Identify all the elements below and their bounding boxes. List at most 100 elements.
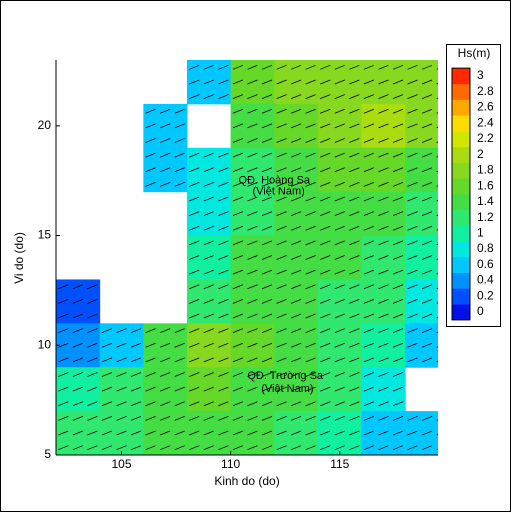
direction-arrow <box>305 196 316 202</box>
direction-arrow <box>159 372 171 377</box>
direction-arrow <box>247 255 258 260</box>
direction-arrow <box>247 357 258 363</box>
direction-arrow <box>378 372 389 377</box>
direction-arrow <box>320 416 331 421</box>
direction-arrow <box>290 255 302 260</box>
direction-arrow <box>276 240 287 246</box>
direction-arrow <box>145 416 156 421</box>
direction-arrow <box>305 240 316 246</box>
direction-arrow <box>363 225 375 231</box>
direction-arrow <box>320 94 331 99</box>
direction-arrow <box>320 152 331 158</box>
direction-arrow <box>232 372 244 377</box>
y-tick-label: 15 <box>38 228 52 242</box>
direction-arrow <box>421 240 433 246</box>
direction-arrow <box>407 94 418 99</box>
direction-arrow <box>130 372 142 377</box>
direction-arrow <box>87 313 98 319</box>
direction-arrow <box>174 152 185 158</box>
direction-arrow <box>232 255 244 260</box>
direction-arrow <box>101 386 113 392</box>
direction-arrow <box>72 386 83 392</box>
direction-arrow <box>72 284 83 290</box>
direction-arrow <box>58 386 69 392</box>
direction-arrow <box>189 64 200 70</box>
direction-arrow <box>305 211 316 216</box>
direction-arrow <box>232 401 244 407</box>
direction-arrow <box>334 284 345 290</box>
direction-arrow <box>189 181 200 187</box>
direction-arrow <box>349 152 360 158</box>
colorbar-swatch <box>452 146 470 163</box>
direction-arrow <box>203 64 214 70</box>
direction-arrow <box>145 167 156 173</box>
y-tick-label: 5 <box>44 447 51 461</box>
direction-arrow <box>261 269 273 275</box>
direction-arrow <box>421 328 433 334</box>
direction-arrow <box>305 269 316 275</box>
direction-arrow <box>334 313 345 319</box>
direction-arrow <box>232 94 244 99</box>
direction-arrow <box>421 284 433 290</box>
direction-arrow <box>145 342 156 348</box>
direction-arrow <box>232 357 244 363</box>
direction-arrow <box>232 313 244 319</box>
direction-arrow <box>145 430 156 436</box>
direction-arrow <box>247 196 258 202</box>
direction-arrow <box>421 211 433 216</box>
direction-arrow <box>203 357 214 363</box>
direction-arrow <box>189 269 200 275</box>
direction-arrow <box>261 342 273 348</box>
direction-arrow <box>334 152 345 158</box>
direction-arrow <box>130 342 142 348</box>
direction-arrow <box>189 255 200 260</box>
direction-arrow <box>363 123 375 129</box>
direction-arrow <box>392 167 404 173</box>
direction-arrow <box>159 445 171 451</box>
direction-arrow <box>261 284 273 290</box>
colorbar-outline <box>451 67 471 321</box>
direction-arrow <box>305 284 316 290</box>
direction-arrow <box>261 181 273 187</box>
direction-arrow <box>130 386 142 392</box>
direction-arrow <box>290 94 302 99</box>
direction-arrow <box>407 64 418 70</box>
direction-arrow <box>72 328 83 334</box>
direction-arrow <box>203 430 214 436</box>
direction-arrow <box>363 255 375 260</box>
direction-arrow <box>261 430 273 436</box>
direction-arrow <box>392 357 404 363</box>
direction-arrow <box>232 79 244 85</box>
direction-arrow <box>189 94 200 99</box>
direction-arrow <box>378 357 389 363</box>
colorbar-swatch <box>452 115 470 132</box>
colorbar-swatch <box>452 131 470 148</box>
colorbar-tick-label: 3 <box>477 68 484 82</box>
direction-arrow <box>378 94 389 99</box>
direction-arrow <box>305 152 316 158</box>
direction-arrow <box>363 138 375 143</box>
direction-arrow <box>218 240 229 246</box>
direction-arrow <box>261 211 273 216</box>
direction-arrow <box>159 416 171 421</box>
direction-arrow <box>276 79 287 85</box>
direction-arrow <box>145 138 156 143</box>
direction-arrow <box>218 445 229 451</box>
direction-arrow <box>320 284 331 290</box>
direction-arrow <box>203 167 214 173</box>
annotation: QĐ. Hoàng Sa <box>239 175 311 187</box>
direction-arrow <box>378 328 389 334</box>
direction-arrow <box>378 240 389 246</box>
direction-arrow <box>232 211 244 216</box>
direction-arrow <box>101 445 113 451</box>
direction-arrow <box>407 269 418 275</box>
direction-arrow <box>349 342 360 348</box>
direction-arrow <box>159 342 171 348</box>
direction-arrow <box>247 211 258 216</box>
direction-arrow <box>116 430 127 436</box>
direction-arrow <box>261 79 273 85</box>
direction-arrow <box>276 181 287 187</box>
direction-arrow <box>305 108 316 114</box>
direction-arrow <box>218 94 229 99</box>
